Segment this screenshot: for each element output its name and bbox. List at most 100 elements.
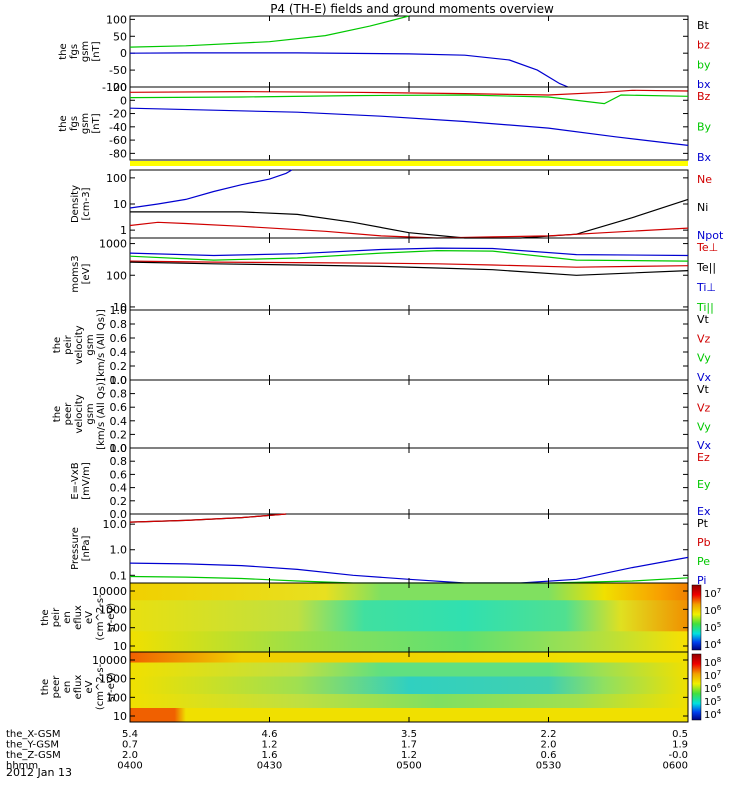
y-axis-label-line: gsm <box>85 403 96 424</box>
y-tick-label: 100 <box>106 269 127 282</box>
colorbar-tick-label: 106 <box>704 682 722 695</box>
y-axis-label-line: the <box>58 43 69 59</box>
x-axis-value: 0.5 <box>672 729 688 740</box>
x-axis-value: 0600 <box>663 761 688 772</box>
y-axis-label-line: moms3 <box>70 255 81 292</box>
series-line-Pb <box>129 513 287 523</box>
legend-label: Vy <box>697 420 711 433</box>
colorbar-exponent: 8 <box>717 656 721 664</box>
legend-label: Te|| <box>696 261 716 274</box>
legend-label: Pb <box>697 536 711 549</box>
y-axis-label: Density[cm-3] <box>70 185 92 223</box>
legend-label: Npot <box>697 229 724 242</box>
y-tick-label: 10 <box>113 710 127 723</box>
legend-label: Pi <box>697 574 706 587</box>
panel-2: 200-20-40-60-80 thefgsgsm[nT] Bz By Bx <box>58 81 712 166</box>
y-tick-label: 1.0 <box>110 304 128 317</box>
x-axis-value: 0500 <box>396 761 421 772</box>
x-axis-value: 3.5 <box>401 729 417 740</box>
y-axis-label-line: fgs <box>69 44 80 59</box>
y-axis-label-line: eflux <box>73 675 84 700</box>
y-axis-label-line: [km/s (All Qs)] <box>96 378 107 450</box>
y-axis-label-line: the <box>58 115 69 131</box>
x-axis-row-label: hhmm <box>6 761 38 772</box>
x-axis-value: 1.6 <box>262 750 278 761</box>
series-line-by <box>129 15 410 48</box>
y-tick-label: 0.4 <box>110 482 128 495</box>
y-axis-label-line: [nPa] <box>81 535 92 561</box>
legend-label: Pt <box>697 517 709 530</box>
legend-label: Bx <box>697 151 712 164</box>
y-tick-label: 0.2 <box>110 360 128 373</box>
series-line-Bz <box>129 89 689 96</box>
legend-label: Ti⊥ <box>696 281 716 294</box>
y-axis-label-line: sr-eV) <box>106 603 117 632</box>
spectrogram-band <box>130 600 688 632</box>
x-axis-value: 5.4 <box>122 729 138 740</box>
panel-4: 1000 100 10 moms3[eV] Te⊥ Te|| Ti⊥ Ti|| <box>70 237 718 314</box>
y-axis-label-line: en <box>62 611 73 624</box>
colorbar-exponent: 6 <box>717 604 722 612</box>
x-axis-value: 4.6 <box>262 729 278 740</box>
legend-label: Ex <box>697 505 711 518</box>
legend-label: Bz <box>697 90 711 103</box>
x-axis-value: 1.2 <box>262 740 278 751</box>
colorbar-tick-label: 105 <box>704 695 721 708</box>
x-axis-value: 1.7 <box>401 740 417 751</box>
colorbar-tick-label: 106 <box>704 604 722 617</box>
y-tick-label: 0.4 <box>110 415 128 428</box>
y-axis-label-line: gsm <box>80 41 91 62</box>
y-tick-label: 10 <box>113 640 127 653</box>
panel-frame <box>129 309 689 381</box>
y-axis-label-line: velocity <box>74 394 85 433</box>
y-tick-label: 100 <box>106 622 127 635</box>
spectrogram-band <box>130 676 688 695</box>
legend-label: Pe <box>697 555 710 568</box>
y-axis-label-line: the <box>40 609 51 625</box>
y-axis-label-line: gsm <box>85 334 96 355</box>
y-axis-label: thefgsgsm[nT] <box>58 41 102 62</box>
y-axis-label-line: sr-eV) <box>106 672 117 701</box>
y-axis-label-line: [cm-3] <box>81 187 92 220</box>
y-tick-label: 1.0 <box>110 442 128 455</box>
y-axis-label-line: gsm <box>80 113 91 134</box>
series-line-Te|| <box>129 261 689 276</box>
legend-label: Vz <box>697 332 711 345</box>
x-axis-row-label: the_X-GSM <box>6 729 60 740</box>
y-axis-label-line: [nT] <box>91 41 102 61</box>
x-axis-value: 2.2 <box>541 729 557 740</box>
legend-label: Ti|| <box>696 301 714 314</box>
y-axis-label-line: the <box>52 337 63 353</box>
y-tick-label: 0 <box>120 47 127 60</box>
x-axis-value: 1.2 <box>401 750 417 761</box>
y-axis-label: thepeervelocitygsm[km/s (All Qs)] <box>52 378 107 450</box>
colorbar-tick-label: 104 <box>704 638 722 651</box>
y-tick-label: 20 <box>113 81 127 94</box>
y-tick-label: 10 <box>113 301 127 314</box>
date-label: 2012 Jan 13 <box>6 766 72 779</box>
series-line-Ti⊥ <box>129 247 689 257</box>
x-axis-value: -0.0 <box>668 750 688 761</box>
colorbar-tick-label: 107 <box>704 587 721 600</box>
series-line-Bx <box>129 107 689 146</box>
x-axis-value: 0400 <box>117 761 142 772</box>
colorbar-tick-label: 108 <box>704 656 721 669</box>
y-tick-label: 50 <box>113 30 127 43</box>
y-axis-label-line: eflux <box>73 605 84 630</box>
panel-1: 100 50 0 -50 -100 thefgsgsm[nT] Bt bz by bx <box>58 13 711 94</box>
y-axis-label-line: Pressure <box>70 527 81 570</box>
y-axis-label-line: peer <box>51 675 62 699</box>
y-tick-label: -50 <box>109 64 127 77</box>
colorbar-exponent: 7 <box>717 669 721 677</box>
x-axis-value: 0.7 <box>122 740 138 751</box>
y-axis-label: E=-VxB[mV/m] <box>70 462 92 500</box>
panel-8: 10.0 1.0 0.1 Pressure[nPa] Pt Pb Pe Pi <box>70 513 711 587</box>
y-tick-label: 100 <box>106 691 127 704</box>
panel-frame <box>129 86 689 161</box>
y-axis-label-line: Density <box>70 185 81 223</box>
y-axis-label: thepeerenefluxeV(cm^2-s-sr-eV) <box>40 663 117 710</box>
x-axis-value: 0430 <box>257 761 282 772</box>
colorbar-gradient <box>691 653 702 721</box>
x-axis-value: 2.0 <box>122 750 138 761</box>
y-axis-label-line: eV <box>84 680 95 693</box>
